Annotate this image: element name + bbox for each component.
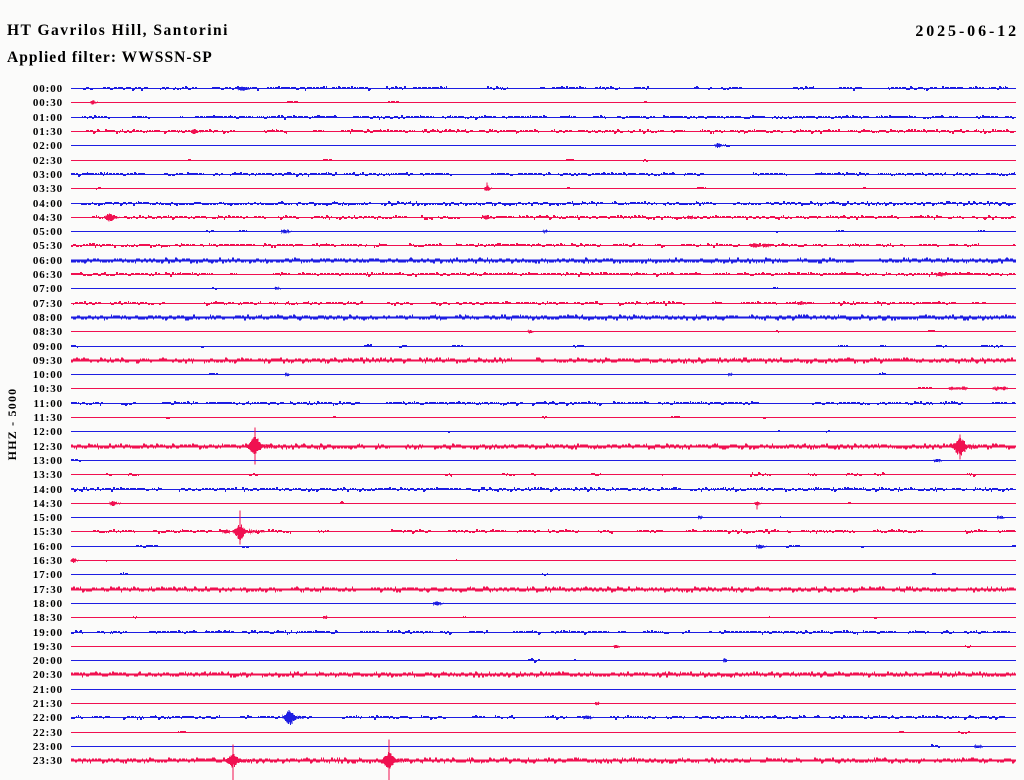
svg-text:2025-06-12: 2025-06-12 [915, 23, 1019, 40]
svg-text:06:30: 06:30 [33, 269, 63, 281]
svg-text:23:00: 23:00 [33, 741, 63, 753]
svg-text:23:30: 23:30 [33, 755, 63, 767]
svg-text:HT Gavrilos Hill, Santorini: HT Gavrilos Hill, Santorini [7, 22, 229, 39]
svg-text:03:00: 03:00 [33, 169, 63, 181]
svg-text:02:00: 02:00 [33, 140, 63, 152]
svg-text:19:30: 19:30 [33, 641, 63, 653]
svg-text:01:00: 01:00 [33, 112, 63, 124]
svg-text:11:30: 11:30 [33, 412, 63, 424]
svg-text:14:30: 14:30 [33, 498, 63, 510]
svg-text:05:00: 05:00 [33, 226, 63, 238]
svg-text:04:30: 04:30 [33, 212, 63, 224]
svg-text:02:30: 02:30 [33, 155, 63, 167]
svg-text:10:00: 10:00 [33, 369, 63, 381]
svg-text:21:00: 21:00 [33, 684, 63, 696]
svg-text:16:00: 16:00 [33, 541, 63, 553]
svg-text:20:00: 20:00 [33, 655, 63, 667]
svg-text:10:30: 10:30 [33, 383, 63, 395]
svg-text:20:30: 20:30 [33, 669, 63, 681]
svg-text:00:30: 00:30 [33, 97, 63, 109]
svg-text:09:00: 09:00 [33, 341, 63, 353]
svg-text:19:00: 19:00 [33, 627, 63, 639]
svg-text:08:00: 08:00 [33, 312, 63, 324]
svg-text:03:30: 03:30 [33, 183, 63, 195]
svg-text:18:00: 18:00 [33, 598, 63, 610]
svg-text:09:30: 09:30 [33, 355, 63, 367]
svg-text:18:30: 18:30 [33, 612, 63, 624]
svg-text:04:00: 04:00 [33, 198, 63, 210]
svg-text:17:00: 17:00 [33, 569, 63, 581]
svg-text:07:00: 07:00 [33, 283, 63, 295]
svg-text:12:30: 12:30 [33, 441, 63, 453]
svg-text:07:30: 07:30 [33, 298, 63, 310]
svg-text:15:00: 15:00 [33, 512, 63, 524]
svg-text:13:30: 13:30 [33, 469, 63, 481]
svg-text:16:30: 16:30 [33, 555, 63, 567]
svg-text:22:30: 22:30 [33, 727, 63, 739]
svg-text:Applied filter: WWSSN-SP: Applied filter: WWSSN-SP [7, 49, 213, 66]
svg-text:06:00: 06:00 [33, 255, 63, 267]
svg-text:01:30: 01:30 [33, 126, 63, 138]
svg-text:12:00: 12:00 [33, 426, 63, 438]
svg-text:22:00: 22:00 [33, 712, 63, 724]
svg-text:05:30: 05:30 [33, 240, 63, 252]
svg-text:HHZ - 5000: HHZ - 5000 [5, 388, 19, 461]
svg-text:11:00: 11:00 [33, 398, 63, 410]
svg-text:15:30: 15:30 [33, 526, 63, 538]
svg-text:14:00: 14:00 [33, 484, 63, 496]
svg-text:00:00: 00:00 [33, 83, 63, 95]
svg-text:21:30: 21:30 [33, 698, 63, 710]
svg-text:08:30: 08:30 [33, 326, 63, 338]
svg-text:17:30: 17:30 [33, 584, 63, 596]
svg-text:13:00: 13:00 [33, 455, 63, 467]
